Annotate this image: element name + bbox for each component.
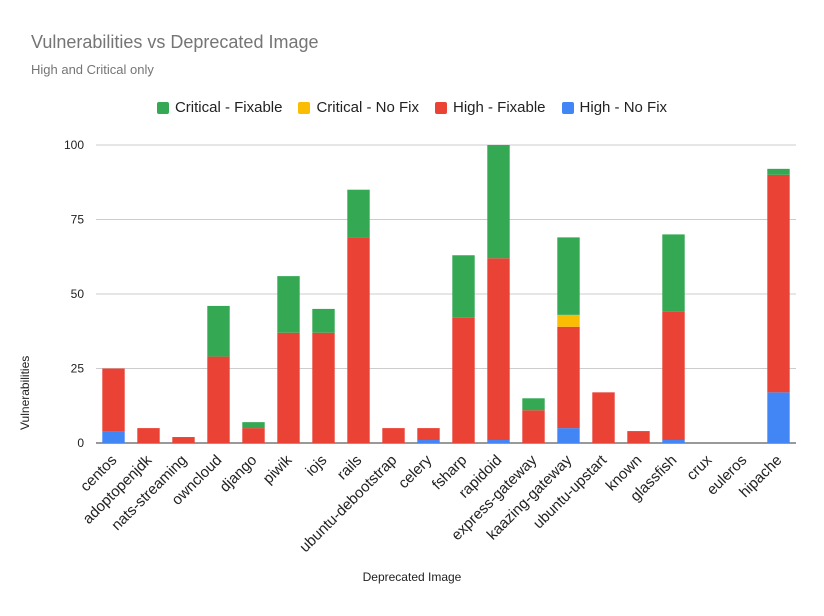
x-axis-label: Deprecated Image <box>362 570 462 584</box>
x-tick-label: iojs <box>302 452 330 480</box>
bar-rapidoid-critical-fixable <box>487 145 510 259</box>
y-tick-label: 0 <box>77 436 84 450</box>
legend-swatch <box>561 101 574 114</box>
y-tick-label: 75 <box>71 213 85 227</box>
bar-kaazing-gateway-high-no-fix <box>557 428 580 443</box>
bar-ubuntu-upstart-high-fixable <box>592 392 615 443</box>
legend-item-critical-no-fix: Critical - No Fix <box>298 99 419 116</box>
chart-legend: Critical - Fixable Critical - No Fix High … <box>0 99 824 116</box>
legend-label: Critical - Fixable <box>174 99 283 116</box>
bar-known-high-fixable <box>627 431 650 443</box>
bar-owncloud-critical-fixable <box>207 305 230 357</box>
legend-item-high-fixable: High - Fixable <box>434 99 546 116</box>
bar-iojs-critical-fixable <box>312 308 335 333</box>
bar-fsharp-high-fixable <box>452 317 475 443</box>
y-tick-label: 100 <box>64 138 84 152</box>
bar-glassfish-critical-fixable <box>662 234 685 312</box>
bar-owncloud-high-fixable <box>207 356 230 443</box>
bar-fsharp-critical-fixable <box>452 255 475 318</box>
bar-centos-high-fixable <box>102 368 125 432</box>
bar-rails-critical-fixable <box>347 189 370 238</box>
bar-hipache-high-fixable <box>767 174 790 393</box>
legend-label: Critical - No Fix <box>316 99 419 116</box>
legend-item-high-no-fix: High - No Fix <box>561 99 668 116</box>
x-tick-label: celery <box>395 451 436 492</box>
bar-kaazing-gateway-critical-no-fix <box>557 314 580 327</box>
bar-rapidoid-high-no-fix <box>487 440 510 443</box>
bar-piwik-high-fixable <box>277 332 300 443</box>
bar-express-gateway-high-fixable <box>522 410 545 443</box>
y-tick-label: 50 <box>71 287 85 301</box>
chart-title: Vulnerabilities vs Deprecated Image <box>31 32 319 52</box>
bar-rapidoid-high-fixable <box>487 258 510 441</box>
y-axis-label: Vulnerabilities <box>18 355 32 430</box>
bar-kaazing-gateway-critical-fixable <box>557 237 580 315</box>
bar-kaazing-gateway-high-fixable <box>557 326 580 429</box>
y-tick-label: 25 <box>71 362 85 376</box>
legend-swatch <box>298 101 311 114</box>
bar-iojs-high-fixable <box>312 332 335 443</box>
bar-django-high-fixable <box>242 428 265 443</box>
bar-centos-high-no-fix <box>102 431 125 443</box>
bar-celery-high-no-fix <box>417 440 440 443</box>
bar-ubuntu-debootstrap-high-fixable <box>382 428 405 443</box>
legend-item-critical-fixable: Critical - Fixable <box>156 99 283 116</box>
bar-glassfish-high-no-fix <box>662 440 685 443</box>
legend-swatch <box>434 101 447 114</box>
bar-hipache-critical-fixable <box>767 168 790 175</box>
x-tick-label: django <box>216 452 260 496</box>
chart-subtitle: High and Critical only <box>31 62 154 77</box>
bar-nats-streaming-high-fixable <box>172 437 195 443</box>
legend-label: High - No Fix <box>579 99 668 116</box>
bar-django-critical-fixable <box>242 422 265 429</box>
bar-hipache-high-no-fix <box>767 392 790 443</box>
bar-celery-high-fixable <box>417 428 440 441</box>
bar-piwik-critical-fixable <box>277 276 300 333</box>
legend-swatch <box>156 101 169 114</box>
x-tick-label: piwik <box>260 451 296 487</box>
bar-glassfish-high-fixable <box>662 311 685 441</box>
bar-adoptopenjdk-high-fixable <box>137 428 160 443</box>
bar-rails-high-fixable <box>347 237 370 443</box>
bar-express-gateway-critical-fixable <box>522 398 545 411</box>
legend-label: High - Fixable <box>452 99 546 116</box>
